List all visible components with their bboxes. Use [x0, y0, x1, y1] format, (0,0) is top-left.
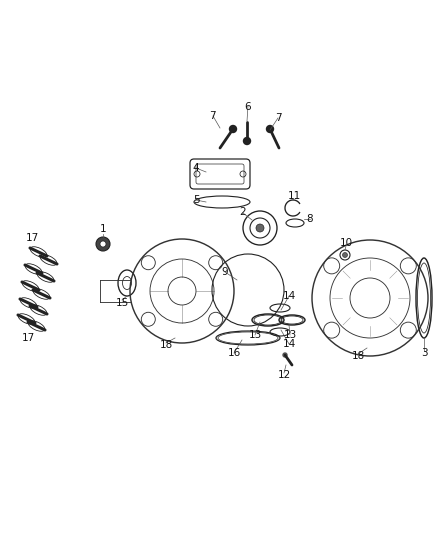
Text: 4: 4: [193, 163, 199, 173]
Text: 11: 11: [287, 191, 300, 201]
Text: 8: 8: [307, 214, 313, 224]
Text: 17: 17: [21, 333, 35, 343]
Text: 6: 6: [245, 102, 251, 112]
Text: 17: 17: [25, 233, 39, 243]
Text: 2: 2: [240, 207, 246, 217]
Text: 10: 10: [339, 238, 353, 248]
Text: 18: 18: [351, 351, 364, 361]
Circle shape: [283, 353, 287, 357]
Circle shape: [343, 253, 347, 257]
Text: 16: 16: [227, 348, 240, 358]
Text: 13: 13: [248, 330, 261, 340]
Circle shape: [266, 125, 273, 133]
Circle shape: [96, 237, 110, 251]
Circle shape: [256, 224, 264, 232]
Text: 12: 12: [277, 370, 291, 380]
Circle shape: [244, 138, 251, 144]
Text: 3: 3: [420, 348, 427, 358]
Text: 9: 9: [222, 267, 228, 277]
Text: 5: 5: [193, 195, 199, 205]
Circle shape: [100, 241, 106, 247]
Circle shape: [230, 125, 237, 133]
Text: 13: 13: [283, 330, 297, 340]
Text: 18: 18: [159, 340, 173, 350]
Text: 14: 14: [283, 291, 296, 301]
Text: 1: 1: [100, 224, 106, 234]
Text: 14: 14: [283, 339, 296, 349]
Text: 15: 15: [115, 298, 129, 308]
Text: 7: 7: [275, 113, 281, 123]
Text: 7: 7: [208, 111, 215, 121]
